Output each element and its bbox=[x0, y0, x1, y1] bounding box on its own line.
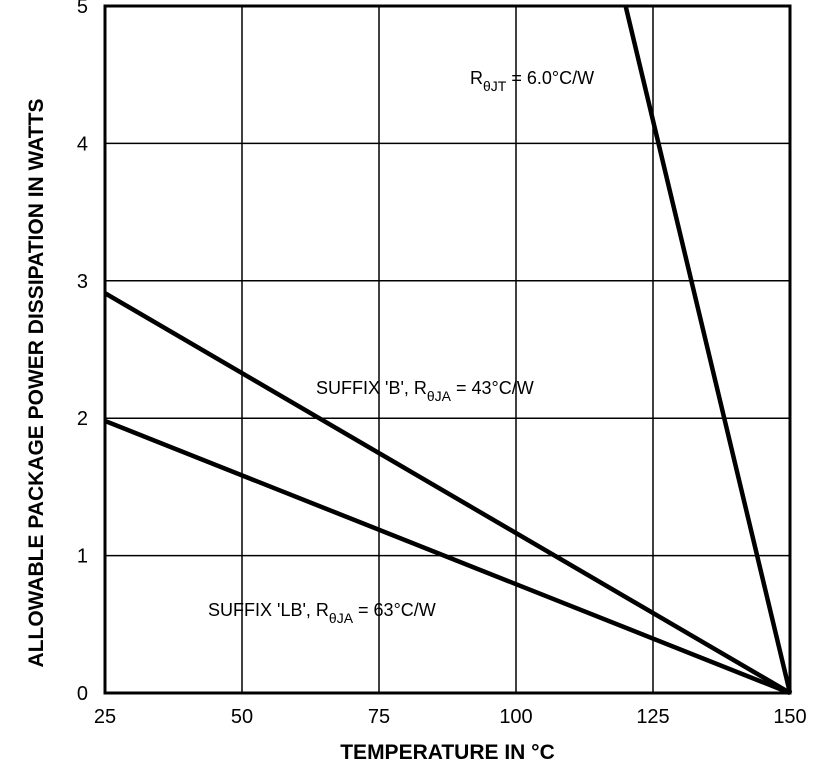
series-label-suffix-b: SUFFIX 'B', RθJA = 43°C/W bbox=[316, 378, 534, 404]
series-label-rtheta-jt: RθJT = 6.0°C/W bbox=[470, 68, 594, 94]
series-line-suffix-lb bbox=[104, 418, 791, 696]
y-tick-label: 5 bbox=[77, 0, 88, 18]
series-label-suffix-lb: SUFFIX 'LB', RθJA = 63°C/W bbox=[208, 600, 436, 626]
y-tick-label: 0 bbox=[77, 683, 88, 705]
y-tick-label: 3 bbox=[77, 271, 88, 293]
series-line-rtheta-jt bbox=[623, 5, 793, 694]
y-tick-label: 4 bbox=[77, 133, 88, 155]
x-tick-label: 50 bbox=[231, 706, 253, 728]
x-tick-label: 100 bbox=[499, 706, 532, 728]
x-tick-label: 25 bbox=[94, 706, 116, 728]
y-tick-label: 1 bbox=[77, 546, 88, 568]
series-line-suffix-b bbox=[103, 291, 792, 695]
y-axis-title: ALLOWABLE PACKAGE POWER DISSIPATION IN W… bbox=[25, 99, 48, 668]
x-tick-label: 75 bbox=[368, 706, 390, 728]
x-tick-label: 150 bbox=[773, 706, 806, 728]
plot-frame bbox=[103, 4, 792, 695]
x-axis-title: TEMPERATURE IN °C bbox=[340, 741, 555, 764]
y-tick-label: 2 bbox=[77, 408, 88, 430]
x-tick-label: 125 bbox=[636, 706, 669, 728]
